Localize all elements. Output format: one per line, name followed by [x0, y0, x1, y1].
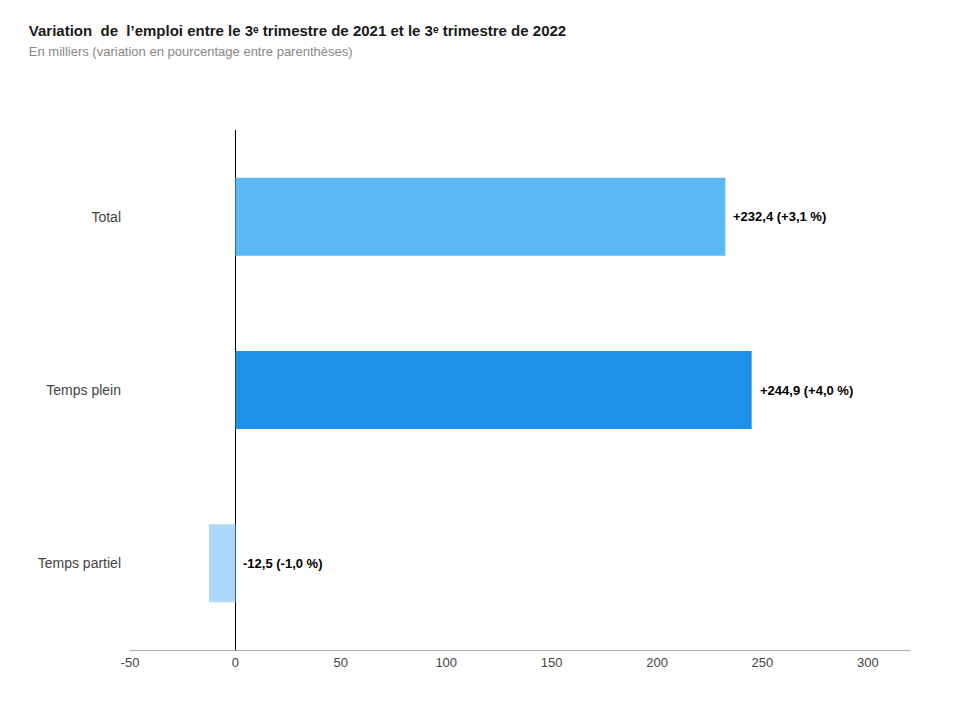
svg-text:+232,4 (+3,1 %): +232,4 (+3,1 %) [733, 209, 826, 224]
svg-text:0: 0 [232, 655, 239, 670]
svg-text:100: 100 [435, 655, 457, 670]
svg-text:+244,9 (+4,0 %): +244,9 (+4,0 %) [760, 383, 853, 398]
svg-text:200: 200 [646, 655, 668, 670]
svg-text:50: 50 [334, 655, 348, 670]
svg-text:250: 250 [752, 655, 774, 670]
svg-text:Variation de l’emploi entre: Variation de l’emploi entre le 3ᵉ trimes… [29, 22, 566, 59]
svg-text:Temps partiel: Temps partiel [38, 555, 121, 571]
svg-text:-12,5 (-1,0 %): -12,5 (-1,0 %) [243, 556, 322, 571]
svg-text:Temps plein: Temps plein [46, 382, 121, 398]
svg-text:300: 300 [857, 655, 879, 670]
svg-text:-50: -50 [121, 655, 140, 670]
svg-text:150: 150 [541, 655, 563, 670]
svg-text:Total: Total [91, 209, 121, 225]
